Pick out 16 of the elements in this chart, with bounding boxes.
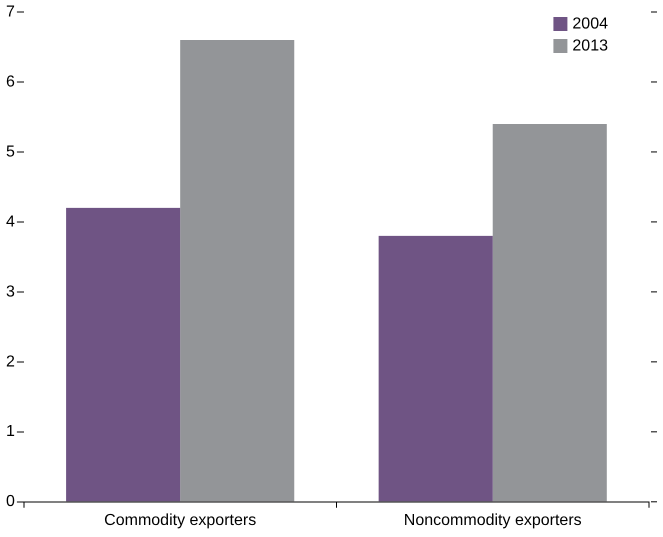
legend-label: 2013	[572, 37, 608, 54]
bar	[378, 236, 493, 502]
y-tick-label: 5	[6, 143, 15, 160]
bar	[492, 124, 607, 502]
y-tick-label: 3	[6, 283, 15, 300]
y-tick-label: 1	[6, 423, 15, 440]
legend-label: 2004	[572, 15, 608, 32]
x-tick-label: Noncommodity exporters	[404, 512, 582, 529]
y-tick-label: 7	[6, 3, 15, 20]
bar	[180, 40, 294, 502]
bar	[66, 208, 180, 502]
y-tick-label: 6	[6, 73, 15, 90]
y-tick-label: 4	[6, 213, 15, 230]
y-tick-label: 2	[6, 353, 15, 370]
y-tick-label: 0	[6, 493, 15, 510]
x-tick-label: Commodity exporters	[104, 512, 256, 529]
